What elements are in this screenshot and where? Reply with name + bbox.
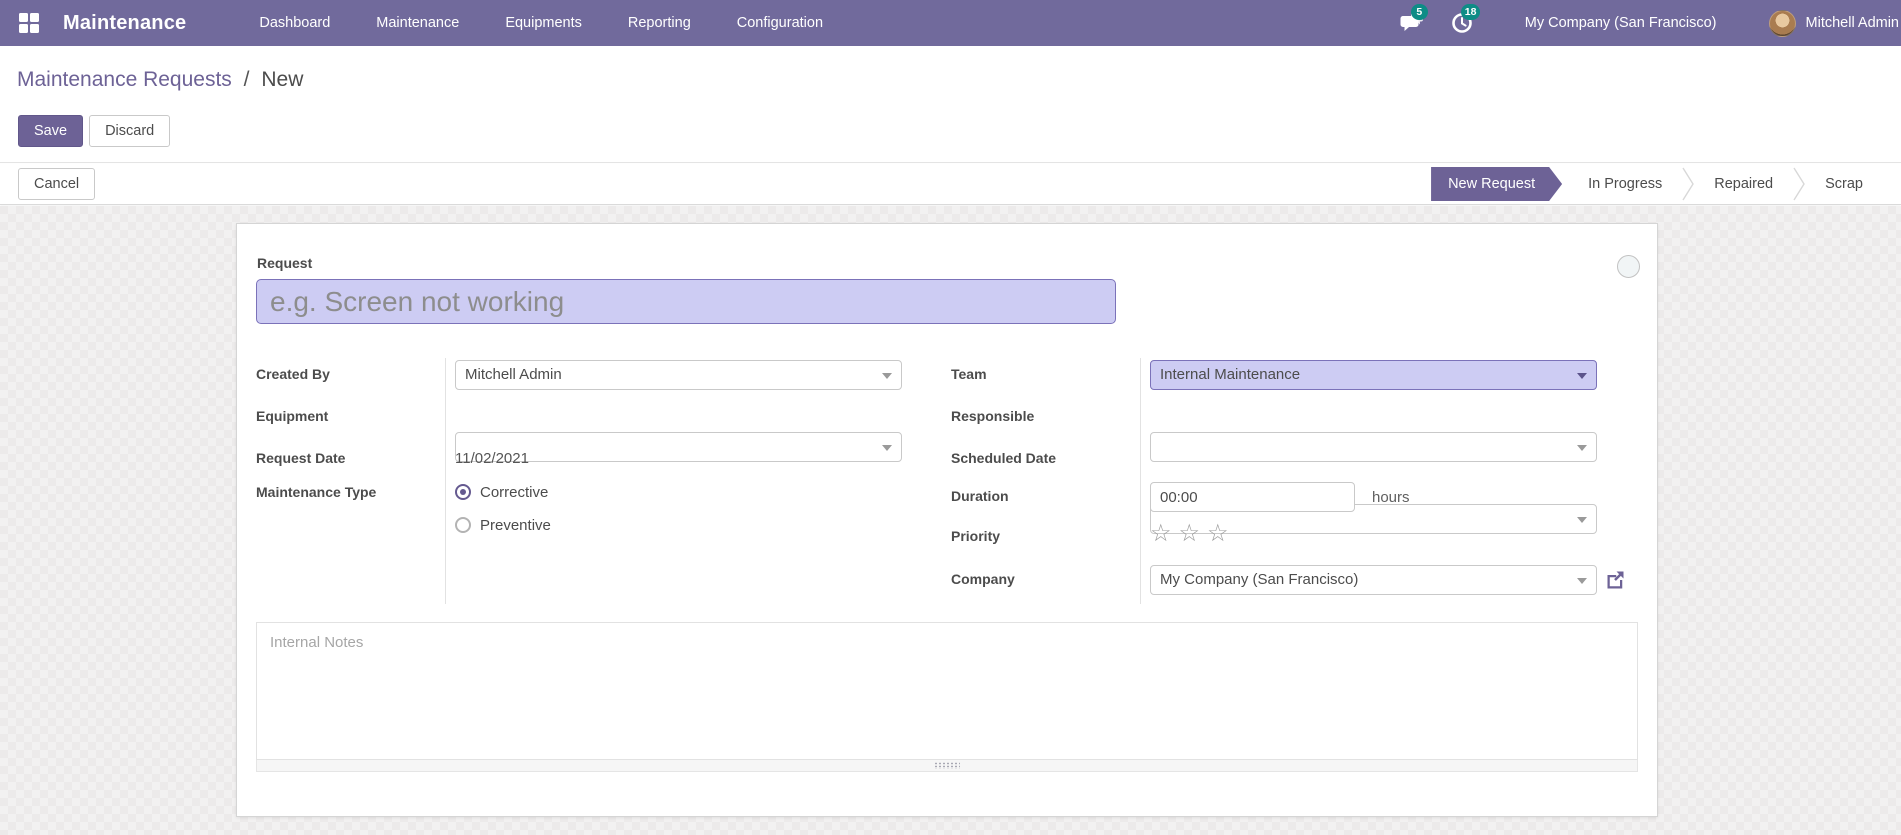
- stage-scrap[interactable]: Scrap: [1825, 176, 1863, 192]
- form-group-left: Created By Mitchell Admin Equipment Requ…: [256, 358, 902, 604]
- company-switcher[interactable]: My Company (San Francisco): [1524, 15, 1717, 31]
- form-sheet: Request Created By Mitchell Admin Equipm…: [236, 223, 1658, 817]
- request-label: Request: [257, 255, 313, 271]
- priority-star-icon[interactable]: ☆: [1178, 520, 1201, 547]
- internal-notes-textarea[interactable]: [256, 622, 1638, 760]
- control-panel: Maintenance Requests / New Save Discard: [0, 46, 1901, 163]
- user-avatar[interactable]: [1768, 9, 1796, 37]
- request-date-value[interactable]: 11/02/2021: [455, 450, 529, 467]
- breadcrumb-parent[interactable]: Maintenance Requests: [17, 68, 232, 91]
- radio-unchecked-icon: [455, 517, 471, 533]
- top-navbar: Maintenance Dashboard Maintenance Equipm…: [0, 0, 1901, 46]
- radio-checked-icon: [455, 484, 471, 500]
- stage-pipeline: New Request In Progress Repaired Scrap: [1431, 167, 1883, 201]
- breadcrumb: Maintenance Requests / New: [17, 68, 303, 92]
- created-by-label: Created By: [256, 366, 330, 382]
- activities-button[interactable]: 18: [1447, 4, 1481, 38]
- priority-widget: ☆ ☆ ☆: [1150, 522, 1236, 546]
- responsible-label: Responsible: [951, 408, 1035, 424]
- messages-count-badge: 5: [1410, 4, 1428, 20]
- nav-item-equipments[interactable]: Equipments: [505, 15, 582, 31]
- form-statusbar: Cancel New Request In Progress Repaired …: [0, 164, 1901, 205]
- external-link-icon[interactable]: [1605, 570, 1625, 590]
- company-select[interactable]: My Company (San Francisco): [1150, 565, 1597, 595]
- discard-button[interactable]: Discard: [89, 115, 171, 147]
- stage-in-progress[interactable]: In Progress: [1588, 176, 1663, 192]
- priority-star-icon[interactable]: ☆: [1150, 520, 1172, 547]
- scheduled-date-label: Scheduled Date: [951, 450, 1057, 466]
- maintenance-type-preventive[interactable]: Preventive: [455, 515, 551, 535]
- form-group-right: Team Internal Maintenance Responsible Sc…: [951, 358, 1627, 604]
- stage-repaired[interactable]: Repaired: [1714, 176, 1774, 192]
- request-date-label: Request Date: [256, 450, 346, 466]
- cancel-button[interactable]: Cancel: [18, 168, 96, 200]
- priority-star-icon[interactable]: ☆: [1207, 520, 1229, 547]
- control-panel-buttons: Save Discard: [18, 115, 171, 147]
- duration-label: Duration: [951, 488, 1009, 504]
- stage-separator-icon: [1793, 167, 1805, 201]
- company-field: My Company (San Francisco): [1150, 565, 1625, 595]
- breadcrumb-separator: /: [243, 68, 250, 91]
- created-by-select[interactable]: Mitchell Admin: [455, 360, 902, 390]
- team-select[interactable]: Internal Maintenance: [1150, 360, 1597, 390]
- form-view-background: Request Created By Mitchell Admin Equipm…: [0, 206, 1901, 835]
- apps-menu-icon[interactable]: [19, 13, 39, 33]
- equipment-select[interactable]: [455, 432, 902, 462]
- team-label: Team: [951, 366, 987, 382]
- notes-resize-handle[interactable]: [256, 760, 1638, 772]
- duration-unit: hours: [1372, 488, 1410, 506]
- app-title[interactable]: Maintenance: [63, 11, 187, 34]
- stage-separator-icon: [1682, 167, 1695, 201]
- main-menu: Dashboard Maintenance Equipments Reporti…: [236, 0, 846, 46]
- messages-button[interactable]: 5: [1397, 4, 1428, 38]
- user-menu[interactable]: Mitchell Admin: [1805, 15, 1899, 31]
- kanban-state-circle[interactable]: [1617, 255, 1640, 278]
- duration-input[interactable]: [1150, 482, 1355, 512]
- duration-field: hours: [1150, 482, 1410, 512]
- nav-item-configuration[interactable]: Configuration: [736, 15, 824, 31]
- priority-label: Priority: [951, 528, 1001, 544]
- request-input[interactable]: [256, 279, 1116, 324]
- equipment-label: Equipment: [256, 408, 329, 424]
- company-label: Company: [951, 571, 1015, 587]
- stage-new-request[interactable]: New Request: [1431, 167, 1562, 201]
- maintenance-type-corrective[interactable]: Corrective: [455, 482, 548, 502]
- responsible-select[interactable]: [1150, 432, 1597, 462]
- nav-item-dashboard[interactable]: Dashboard: [259, 15, 331, 31]
- navbar-systray: 5 18 My Company (San Francisco) Mitchell…: [1397, 0, 1901, 46]
- activities-count-badge: 18: [1460, 4, 1481, 20]
- nav-item-reporting[interactable]: Reporting: [627, 15, 691, 31]
- nav-item-maintenance[interactable]: Maintenance: [376, 15, 460, 31]
- breadcrumb-current: New: [261, 68, 304, 91]
- maintenance-type-label: Maintenance Type: [256, 484, 377, 500]
- save-button[interactable]: Save: [18, 115, 84, 147]
